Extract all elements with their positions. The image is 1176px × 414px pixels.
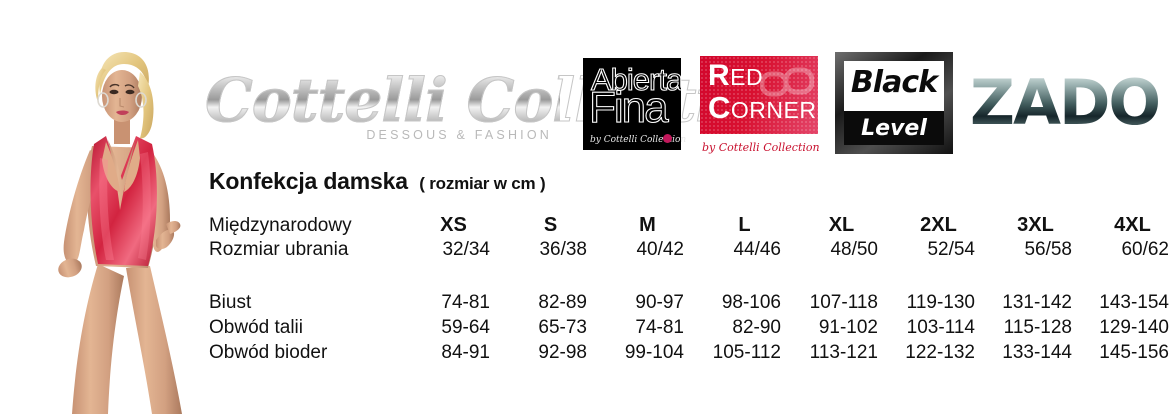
hips-xs: 84-91 <box>441 342 490 363</box>
bust-2xl: 119-130 <box>906 292 975 313</box>
hips-l: 105-112 <box>712 342 781 363</box>
waist-3xl: 115-128 <box>1003 317 1072 338</box>
zado-wordmark: ZADO <box>970 66 1161 139</box>
waist-4xl: 129-140 <box>1099 317 1169 338</box>
size-header-2xl: 2XL <box>920 214 957 236</box>
size-header-xl: XL <box>828 214 855 236</box>
waist-2xl: 103-114 <box>906 317 975 338</box>
cottelli-wordmark: Cottelli Collection <box>205 66 801 136</box>
hips-3xl: 133-144 <box>1002 342 1072 363</box>
table-row-waist: Obwód talii 59-64 65-73 74-81 82-90 91-1… <box>209 317 1169 342</box>
logo-cottelli-collection: Cottelli Collection DESSOUS & FASHION <box>205 66 801 155</box>
logo-abierta-fina: Abierta Fina by Cottelli Collection <box>583 58 686 150</box>
table-row-hips: Obwód bioder 84-91 92-98 99-104 105-112 … <box>209 342 1169 367</box>
waist-l: 82-90 <box>732 317 781 338</box>
bust-l: 98-106 <box>721 292 781 313</box>
table-row-bust: Biust 74-81 82-89 90-97 98-106 107-118 1… <box>209 292 1169 317</box>
logo-zado: ZADO <box>970 66 1161 140</box>
size-header-xs: XS <box>440 214 467 236</box>
red-corner-word2: CORNER <box>708 90 817 125</box>
row-label-international: Międzynarodowy <box>209 215 352 236</box>
waist-xs: 59-64 <box>441 317 490 338</box>
model-illustration <box>58 52 182 414</box>
title-main: Konfekcja damska <box>209 168 408 194</box>
size-header-l: L <box>738 214 751 236</box>
waist-s: 65-73 <box>538 317 587 338</box>
size-header-3xl: 3XL <box>1017 214 1054 236</box>
hips-4xl: 145-156 <box>1099 342 1169 363</box>
bust-xs: 74-81 <box>441 292 490 313</box>
clothing-size-s: 36/38 <box>539 239 587 260</box>
halftone-pattern <box>700 56 818 134</box>
clothing-size-m: 40/42 <box>636 239 684 260</box>
handcuffs-icon <box>760 67 814 97</box>
brand-logo-strip: Cottelli Collection DESSOUS & FASHION Ab… <box>205 52 1161 157</box>
hips-m: 99-104 <box>624 342 684 363</box>
cottelli-tagline: DESSOUS & FASHION <box>366 128 552 142</box>
size-header-s: S <box>543 214 558 236</box>
black-level-band <box>844 111 944 145</box>
black-level-top: Black <box>850 65 938 100</box>
logo-red-corner: RED CORNER by Cottelli Collection <box>700 56 820 154</box>
hips-2xl: 122-132 <box>905 342 975 363</box>
waist-xl: 91-102 <box>818 317 878 338</box>
hips-s: 92-98 <box>538 342 587 363</box>
row-label-hips: Obwód bioder <box>209 342 328 363</box>
row-label-clothing-size: Rozmiar ubrania <box>209 239 349 260</box>
abierta-byline: by Cottelli Collection <box>590 135 687 145</box>
clothing-size-l: 44/46 <box>733 239 781 260</box>
black-level-bottom: Level <box>861 116 927 141</box>
bust-xl: 107-118 <box>809 292 878 313</box>
model-photo <box>40 28 200 414</box>
abierta-line2: Fina <box>588 83 669 132</box>
magenta-dot-icon <box>663 134 672 143</box>
abierta-line1: Abierta <box>590 62 683 97</box>
clothing-size-4xl: 60/62 <box>1121 239 1169 260</box>
bust-s: 82-89 <box>538 292 587 313</box>
bust-4xl: 143-154 <box>1099 292 1169 313</box>
row-label-bust: Biust <box>209 292 252 313</box>
title-unit-note: ( rozmiar w cm ) <box>419 174 546 193</box>
table-spacer <box>209 264 1134 292</box>
clothing-size-xs: 32/34 <box>442 239 490 260</box>
size-header-4xl: 4XL <box>1114 214 1151 236</box>
logo-black-level: Black Level <box>835 52 953 154</box>
bust-3xl: 131-142 <box>1002 292 1072 313</box>
page-title: Konfekcja damska ( rozmiar w cm ) <box>209 168 546 195</box>
red-corner-word1: RED <box>708 59 764 92</box>
clothing-size-xl: 48/50 <box>830 239 878 260</box>
table-row-clothing-size: Rozmiar ubrania 32/34 36/38 40/42 44/46 … <box>209 239 1169 264</box>
clothing-size-3xl: 56/58 <box>1024 239 1072 260</box>
clothing-size-2xl: 52/54 <box>927 239 975 260</box>
size-header-m: M <box>639 214 656 236</box>
size-table: Międzynarodowy XS S M L XL 2XL 3XL 4XL R… <box>209 214 1169 367</box>
red-corner-byline: by Cottelli Collection <box>702 141 820 154</box>
table-row-international: Międzynarodowy XS S M L XL 2XL 3XL 4XL <box>209 214 1151 239</box>
hips-xl: 113-121 <box>809 342 878 363</box>
row-label-waist: Obwód talii <box>209 317 303 338</box>
bust-m: 90-97 <box>635 292 684 313</box>
waist-m: 74-81 <box>635 317 684 338</box>
